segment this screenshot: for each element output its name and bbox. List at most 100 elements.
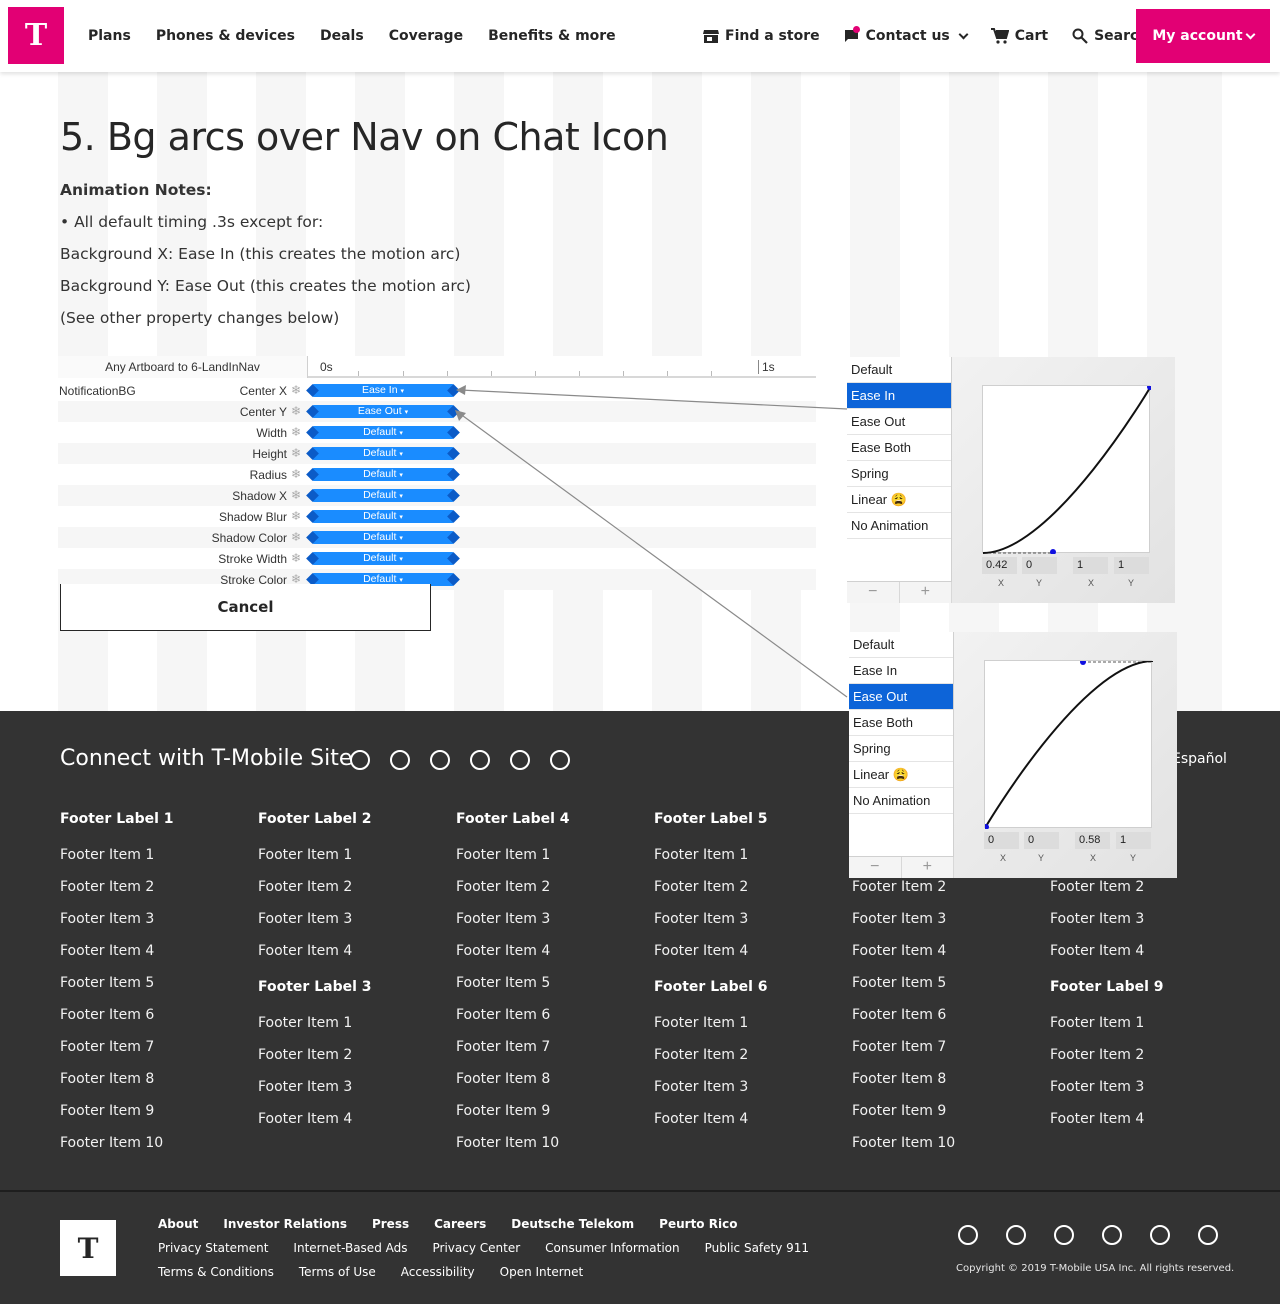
x1-field[interactable]: 0.42 bbox=[982, 557, 1017, 574]
footer-link[interactable]: Footer Item 1 bbox=[1050, 1015, 1145, 1031]
y1-field[interactable]: 0 bbox=[1024, 832, 1059, 849]
social-icon[interactable] bbox=[350, 750, 370, 770]
footer-link[interactable]: Footer Item 6 bbox=[60, 1007, 155, 1023]
easing-option-ease-out[interactable]: Ease Out bbox=[849, 684, 953, 710]
footer-link[interactable]: Footer Item 9 bbox=[456, 1103, 551, 1119]
easing-bar[interactable]: Default ▾ bbox=[312, 510, 454, 523]
footer-bottom-link[interactable]: Consumer Information bbox=[545, 1241, 680, 1255]
footer-link[interactable]: Footer Item 3 bbox=[258, 911, 353, 927]
add-easing-button[interactable]: + bbox=[902, 857, 954, 878]
timeline-row[interactable]: Shadow Blur ❄ Default ▾ bbox=[58, 506, 816, 527]
easing-option-no-animation[interactable]: No Animation bbox=[849, 788, 953, 814]
footer-bottom-link[interactable]: Terms & Conditions bbox=[158, 1265, 274, 1279]
easing-bar[interactable]: Default ▾ bbox=[312, 573, 454, 586]
easing-bar[interactable]: Default ▾ bbox=[312, 447, 454, 460]
footer-link[interactable]: Footer Item 1 bbox=[258, 1015, 353, 1031]
footer-link[interactable]: Footer Item 3 bbox=[456, 911, 551, 927]
social-icon[interactable] bbox=[430, 750, 450, 770]
control-point-1[interactable] bbox=[983, 824, 989, 830]
footer-bottom-link[interactable]: Privacy Statement bbox=[158, 1241, 269, 1255]
footer-link[interactable]: Footer Item 2 bbox=[258, 879, 353, 895]
footer-bottom-link[interactable]: Open Internet bbox=[499, 1265, 584, 1279]
y2-field[interactable]: 1 bbox=[1116, 832, 1151, 849]
easing-option-spring[interactable]: Spring bbox=[847, 461, 951, 487]
footer-link[interactable]: Footer Item 6 bbox=[456, 1007, 551, 1023]
timeline-row[interactable]: NotificationBG Center X ❄ Ease In ▾ bbox=[58, 380, 816, 401]
footer-bottom-link[interactable]: Deutsche Telekom bbox=[511, 1217, 635, 1231]
easing-option-ease-out[interactable]: Ease Out bbox=[847, 409, 951, 435]
footer-link[interactable]: Footer Item 2 bbox=[654, 1047, 749, 1063]
footer-link[interactable]: Footer Item 1 bbox=[654, 1015, 749, 1031]
footer-bottom-link[interactable]: Investor Relations bbox=[223, 1217, 347, 1231]
control-point-2[interactable] bbox=[1147, 384, 1153, 390]
footer-link[interactable]: Footer Item 5 bbox=[456, 975, 551, 991]
easing-bar[interactable]: Default ▾ bbox=[312, 552, 454, 565]
cancel-button[interactable]: Cancel bbox=[60, 584, 431, 631]
timeline-row[interactable]: Center Y ❄ Ease Out ▾ bbox=[58, 401, 816, 422]
footer-bottom-link[interactable]: Privacy Center bbox=[432, 1241, 521, 1255]
footer-link[interactable]: Footer Item 1 bbox=[654, 847, 749, 863]
easing-bar[interactable]: Ease In ▾ bbox=[312, 384, 454, 397]
footer-link[interactable]: Footer Item 3 bbox=[60, 911, 155, 927]
control-point-2[interactable] bbox=[1080, 659, 1086, 665]
footer-link[interactable]: Footer Item 2 bbox=[1050, 1047, 1145, 1063]
timeline-row[interactable]: Width ❄ Default ▾ bbox=[58, 422, 816, 443]
footer-link[interactable]: Footer Item 4 bbox=[1050, 943, 1145, 959]
x1-field[interactable]: 0 bbox=[984, 832, 1019, 849]
easing-bar[interactable]: Default ▾ bbox=[312, 489, 454, 502]
footer-link[interactable]: Footer Item 2 bbox=[852, 879, 947, 895]
easing-bar[interactable]: Ease Out ▾ bbox=[312, 405, 454, 418]
footer-link[interactable]: Footer Item 10 bbox=[456, 1135, 560, 1151]
x2-field[interactable]: 0.58 bbox=[1075, 832, 1110, 849]
footer-logo[interactable]: T bbox=[60, 1220, 116, 1276]
timeline-row[interactable]: Radius ❄ Default ▾ bbox=[58, 464, 816, 485]
easing-option-ease-in[interactable]: Ease In bbox=[847, 383, 951, 409]
tmobile-logo[interactable]: T bbox=[8, 7, 64, 64]
footer-link[interactable]: Footer Item 8 bbox=[456, 1071, 551, 1087]
footer-link[interactable]: Footer Item 5 bbox=[852, 975, 947, 991]
easing-option-linear[interactable]: Linear 😩 bbox=[849, 762, 953, 788]
footer-link[interactable]: Footer Item 7 bbox=[60, 1039, 155, 1055]
timeline-row[interactable]: Height ❄ Default ▾ bbox=[58, 443, 816, 464]
footer-link[interactable]: Footer Item 6 bbox=[852, 1007, 947, 1023]
social-icon[interactable] bbox=[1006, 1225, 1026, 1245]
easing-option-default[interactable]: Default bbox=[849, 632, 953, 658]
easing-option-no-animation[interactable]: No Animation bbox=[847, 513, 951, 539]
footer-link[interactable]: Footer Item 3 bbox=[654, 911, 749, 927]
easing-option-ease-in[interactable]: Ease In bbox=[849, 658, 953, 684]
remove-easing-button[interactable]: − bbox=[847, 582, 900, 603]
search-link[interactable]: Search bbox=[1072, 28, 1148, 44]
social-icon[interactable] bbox=[1198, 1225, 1218, 1245]
footer-link[interactable]: Footer Item 4 bbox=[60, 943, 155, 959]
easing-option-linear[interactable]: Linear 😩 bbox=[847, 487, 951, 513]
y2-field[interactable]: 1 bbox=[1114, 557, 1149, 574]
cart-link[interactable]: Cart bbox=[990, 28, 1048, 44]
timeline-row[interactable]: Shadow Color ❄ Default ▾ bbox=[58, 527, 816, 548]
footer-bottom-link[interactable]: Internet-Based Ads bbox=[293, 1241, 408, 1255]
nav-benefits[interactable]: Benefits & more bbox=[488, 28, 616, 44]
footer-link[interactable]: Footer Item 3 bbox=[654, 1079, 749, 1095]
footer-link[interactable]: Footer Item 4 bbox=[456, 943, 551, 959]
footer-bottom-link[interactable]: Peurto Rico bbox=[659, 1217, 738, 1231]
easing-option-default[interactable]: Default bbox=[847, 357, 951, 383]
footer-bottom-link[interactable]: Press bbox=[371, 1217, 410, 1231]
easing-bar[interactable]: Default ▾ bbox=[312, 468, 454, 481]
footer-link[interactable]: Footer Item 2 bbox=[654, 879, 749, 895]
footer-link[interactable]: Footer Item 8 bbox=[852, 1071, 947, 1087]
footer-link[interactable]: Footer Item 2 bbox=[258, 1047, 353, 1063]
footer-link[interactable]: Footer Item 1 bbox=[60, 847, 155, 863]
footer-link[interactable]: Footer Item 2 bbox=[1050, 879, 1145, 895]
easing-option-ease-both[interactable]: Ease Both bbox=[849, 710, 953, 736]
footer-bottom-link[interactable]: Public Safety 911 bbox=[704, 1241, 810, 1255]
social-icon[interactable] bbox=[510, 750, 530, 770]
social-icon[interactable] bbox=[1150, 1225, 1170, 1245]
contact-us-link[interactable]: Contact us bbox=[844, 26, 969, 44]
nav-deals[interactable]: Deals bbox=[319, 28, 364, 44]
footer-link[interactable]: Footer Item 4 bbox=[258, 943, 353, 959]
footer-bottom-link[interactable]: Accessibility bbox=[400, 1265, 475, 1279]
language-link[interactable]: Español bbox=[1172, 751, 1227, 767]
footer-link[interactable]: Footer Item 2 bbox=[456, 879, 551, 895]
timeline-row[interactable]: Stroke Width ❄ Default ▾ bbox=[58, 548, 816, 569]
footer-link[interactable]: Footer Item 4 bbox=[258, 1111, 353, 1127]
nav-phones-devices[interactable]: Phones & devices bbox=[155, 28, 295, 44]
